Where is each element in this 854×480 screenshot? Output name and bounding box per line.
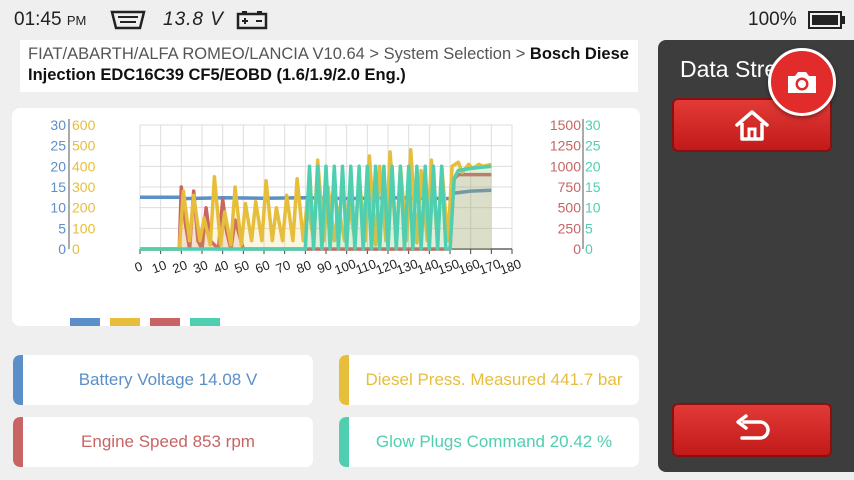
camera-icon bbox=[788, 72, 816, 93]
value-text: Diesel Press. Measured 441.7 bar bbox=[365, 370, 623, 389]
y-tick-label: 25 bbox=[50, 138, 66, 154]
value-card-diesel-pressure[interactable]: Diesel Press. Measured 441.7 bar bbox=[339, 355, 639, 405]
y-tick-label: 5 bbox=[58, 220, 66, 236]
y-tick-label: 1250 bbox=[550, 138, 581, 154]
x-tick-label: 60 bbox=[253, 257, 272, 276]
x-tick-label: 10 bbox=[150, 257, 169, 276]
legend-battery-voltage bbox=[70, 318, 100, 326]
y-tick-label: 5 bbox=[585, 220, 593, 236]
y-tick-label: 1000 bbox=[550, 158, 581, 174]
car-battery-icon bbox=[236, 11, 268, 30]
y-tick-label: 30 bbox=[585, 117, 601, 133]
value-text: Glow Plugs Command 20.42 % bbox=[375, 432, 613, 451]
x-tick-label: 160 bbox=[456, 256, 482, 278]
breadcrumb-current: Bosch Diese Injection EDC16C39 CF5/EOBD … bbox=[28, 45, 629, 84]
x-tick-label: 180 bbox=[498, 256, 524, 278]
x-tick-label: 30 bbox=[191, 257, 210, 276]
x-tick-label: 50 bbox=[232, 257, 251, 276]
x-tick-label: 120 bbox=[374, 256, 400, 278]
x-tick-label: 110 bbox=[353, 256, 378, 277]
series-area-speed bbox=[140, 174, 492, 249]
chart-svg: 0 10 20 30 40 50 60 70 80 90100110120130140150160… bbox=[50, 117, 601, 278]
legend-engine-speed bbox=[150, 318, 180, 326]
y-tick-label: 250 bbox=[558, 220, 582, 236]
battery-percent: 100% bbox=[748, 9, 797, 30]
value-text: Engine Speed 853 rpm bbox=[81, 432, 255, 451]
obd-connector-icon bbox=[110, 10, 146, 30]
value-text: Battery Voltage 14.08 V bbox=[78, 370, 258, 389]
y-tick-label: 200 bbox=[72, 200, 96, 216]
x-tick-label: 20 bbox=[170, 257, 189, 276]
x-tick-label: 80 bbox=[294, 257, 313, 276]
y-tick-label: 600 bbox=[72, 117, 96, 133]
x-tick-label: 140 bbox=[415, 256, 441, 278]
y-tick-label: 400 bbox=[72, 158, 96, 174]
y-tick-label: 10 bbox=[50, 200, 66, 216]
data-stream-graph: 0 10 20 30 40 50 60 70 80 90 100 110 120 130 140 150 160… bbox=[12, 108, 640, 326]
y-tick-label: 100 bbox=[72, 220, 96, 236]
battery-level-icon bbox=[808, 11, 845, 29]
color-bar bbox=[13, 355, 23, 405]
color-bar bbox=[13, 417, 23, 467]
y-tick-label: 30 bbox=[50, 117, 66, 133]
x-tick-label: 0 bbox=[132, 258, 144, 275]
x-tick-label: 100 bbox=[332, 256, 358, 278]
screenshot-button[interactable] bbox=[768, 48, 836, 116]
value-card-battery-voltage[interactable]: Battery Voltage 14.08 V bbox=[13, 355, 313, 405]
value-card-glow-plugs[interactable]: Glow Plugs Command 20.42 % bbox=[339, 417, 639, 467]
home-icon bbox=[735, 110, 769, 141]
y-tick-label: 25 bbox=[585, 138, 601, 154]
back-arrow-icon bbox=[736, 414, 770, 440]
y-tick-label: 500 bbox=[558, 200, 582, 216]
legend-diesel-pressure bbox=[110, 318, 140, 326]
side-panel: Data Stream bbox=[658, 40, 854, 472]
x-tick-label: 170 bbox=[477, 256, 503, 278]
x-tick-label: 90 bbox=[315, 257, 334, 276]
y-tick-label: 300 bbox=[72, 179, 96, 195]
clock: 01:45 PM bbox=[14, 9, 87, 30]
value-card-engine-speed[interactable]: Engine Speed 853 rpm bbox=[13, 417, 313, 467]
y-tick-label: 20 bbox=[50, 158, 66, 174]
y-tick-label: 0 bbox=[585, 241, 593, 257]
breadcrumb-path: FIAT/ABARTH/ALFA ROMEO/LANCIA V10.64 > S… bbox=[28, 45, 530, 63]
y-tick-label: 20 bbox=[585, 158, 601, 174]
y-tick-label: 1500 bbox=[550, 117, 581, 133]
y-tick-label: 0 bbox=[72, 241, 80, 257]
color-bar bbox=[339, 355, 349, 405]
status-bar: 01:45 PM 13.8 V 100% bbox=[0, 0, 854, 40]
y-tick-label: 0 bbox=[573, 241, 581, 257]
x-tick-label: 150 bbox=[436, 256, 462, 278]
y-tick-label: 15 bbox=[50, 179, 66, 195]
x-tick-label: 70 bbox=[274, 257, 293, 276]
y-tick-label: 0 bbox=[58, 241, 66, 257]
vehicle-voltage: 13.8 V bbox=[163, 9, 224, 30]
y-tick-label: 15 bbox=[585, 179, 601, 195]
y-tick-label: 500 bbox=[72, 138, 96, 154]
legend-glow-plugs bbox=[190, 318, 220, 326]
y-tick-label: 10 bbox=[585, 200, 601, 216]
color-bar bbox=[339, 417, 349, 467]
y-tick-label: 750 bbox=[558, 179, 582, 195]
back-button[interactable] bbox=[672, 403, 832, 457]
breadcrumb: FIAT/ABARTH/ALFA ROMEO/LANCIA V10.64 > S… bbox=[20, 40, 638, 92]
x-tick-label: 40 bbox=[212, 257, 231, 276]
x-tick-label: 130 bbox=[394, 256, 420, 278]
series-line-glow bbox=[140, 164, 492, 251]
